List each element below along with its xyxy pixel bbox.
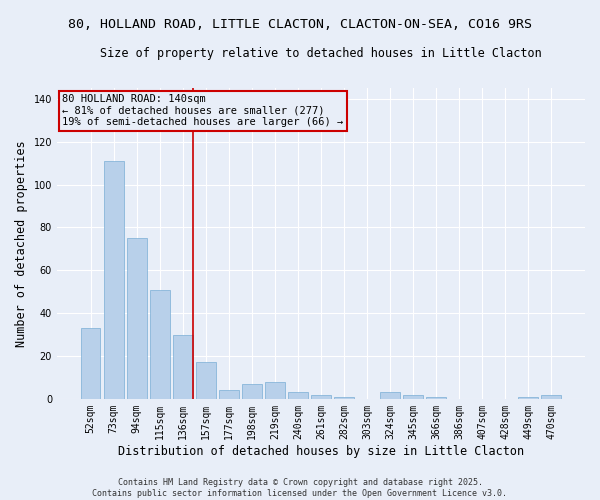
Text: 80 HOLLAND ROAD: 140sqm
← 81% of detached houses are smaller (277)
19% of semi-d: 80 HOLLAND ROAD: 140sqm ← 81% of detache…: [62, 94, 343, 128]
Bar: [150, 290, 170, 399]
Text: Contains HM Land Registry data © Crown copyright and database right 2025.
Contai: Contains HM Land Registry data © Crown c…: [92, 478, 508, 498]
Bar: [219, 390, 239, 399]
Bar: [104, 161, 124, 399]
Bar: [403, 394, 423, 399]
Bar: [81, 328, 100, 399]
Bar: [311, 394, 331, 399]
Title: Size of property relative to detached houses in Little Clacton: Size of property relative to detached ho…: [100, 48, 542, 60]
Bar: [288, 392, 308, 399]
Bar: [334, 396, 354, 399]
Bar: [265, 382, 284, 399]
Bar: [173, 334, 193, 399]
Bar: [196, 362, 215, 399]
Y-axis label: Number of detached properties: Number of detached properties: [15, 140, 28, 347]
Bar: [380, 392, 400, 399]
Bar: [127, 238, 146, 399]
Bar: [541, 394, 561, 399]
Bar: [242, 384, 262, 399]
X-axis label: Distribution of detached houses by size in Little Clacton: Distribution of detached houses by size …: [118, 444, 524, 458]
Bar: [518, 396, 538, 399]
Text: 80, HOLLAND ROAD, LITTLE CLACTON, CLACTON-ON-SEA, CO16 9RS: 80, HOLLAND ROAD, LITTLE CLACTON, CLACTO…: [68, 18, 532, 30]
Bar: [426, 396, 446, 399]
